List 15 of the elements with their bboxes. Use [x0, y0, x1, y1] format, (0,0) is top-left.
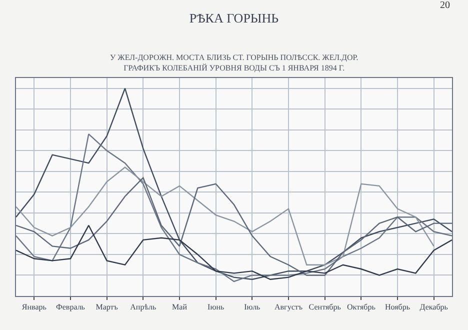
chart-subtitle: У ЖЕЛ-ДОРОЖН. МОСТА БЛИЗЬ СТ. ГОРЫНЬ ПОЛѢССК. ЖЕЛ.ДОР. ГРАФИКЪ КОЛЕБАНІЙ УРОВНЯ ВОДЫ СЪ 1 ЯНВАРЯ 1894 Г. [110, 53, 358, 72]
chart-title: РѢКА ГОРЫНЬ [189, 10, 280, 26]
x-tick-label: Ноябрь [384, 302, 410, 312]
x-tick-label: Іюнь [208, 302, 224, 312]
x-tick-label: Декабрь [420, 302, 448, 312]
text: 20 [440, 0, 450, 11]
x-tick-label: Январь [22, 302, 47, 312]
x-tick-label: Май [172, 302, 188, 312]
x-tick-label: Іюль [244, 302, 261, 312]
x-tick-label: Сентябрь [308, 302, 342, 312]
x-tick-label: Мартъ [96, 302, 118, 312]
x-tick-label: Октябрь [346, 302, 376, 312]
x-tick-label: Февраль [56, 302, 86, 312]
x-tick-label: Апрѣль [130, 302, 157, 312]
x-tick-label: Августъ [274, 302, 303, 312]
